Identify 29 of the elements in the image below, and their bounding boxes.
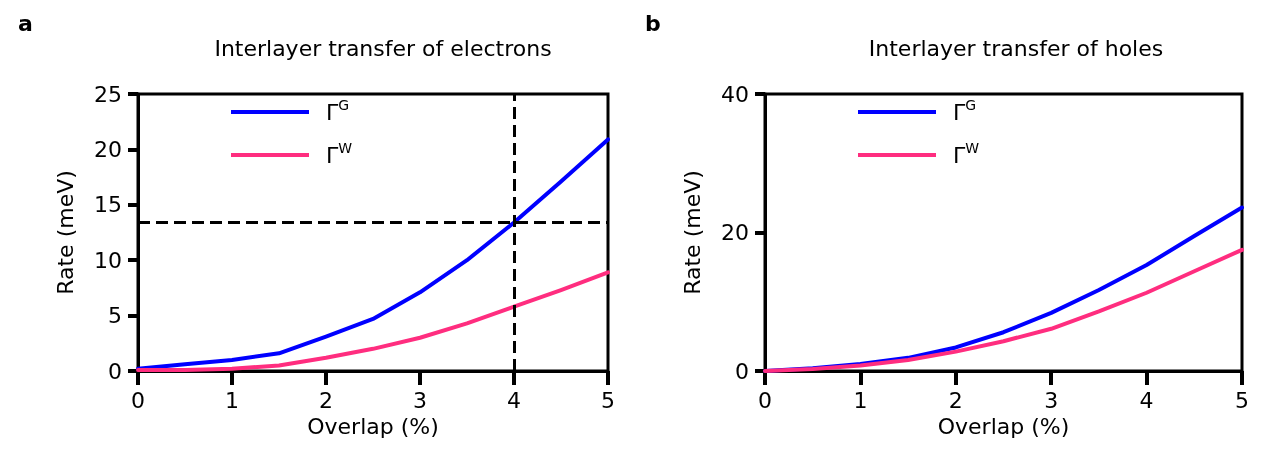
y-tick-label: 25 — [94, 81, 122, 107]
x-tick-label: 3 — [1044, 387, 1059, 413]
x-tick-label: 1 — [853, 387, 868, 413]
y-tick-label: 10 — [94, 247, 122, 273]
x-tick-label: 2 — [948, 387, 963, 413]
x-tick-label: 1 — [225, 387, 239, 413]
y-tick-label: 20 — [94, 136, 122, 162]
chart-title: Interlayer transfer of electrons — [214, 35, 552, 61]
x-tick-label: 4 — [1139, 387, 1154, 413]
y-tick-label: 0 — [735, 358, 749, 384]
x-tick-label: 2 — [319, 387, 333, 413]
x-tick-label: 0 — [758, 387, 772, 413]
y-axis-title: Rate (meV) — [679, 170, 705, 295]
text: a — [18, 10, 33, 36]
y-tick-label: 20 — [721, 220, 749, 245]
y-axis-title: Rate (meV) — [52, 170, 78, 295]
y-tick-label: 5 — [108, 303, 122, 329]
x-tick-label: 3 — [413, 387, 427, 413]
x-axis-title: Overlap (%) — [937, 414, 1070, 440]
x-tick-label: 5 — [1235, 387, 1249, 413]
y-tick-label: 40 — [721, 81, 749, 107]
x-tick-label: 0 — [131, 387, 145, 413]
x-axis-title: Overlap (%) — [307, 414, 439, 440]
chart-title: Interlayer transfer of holes — [868, 35, 1164, 61]
text: b — [645, 10, 661, 36]
y-tick-label: 0 — [108, 358, 122, 384]
y-tick-label: 15 — [94, 192, 122, 218]
x-tick-label: 4 — [507, 387, 521, 413]
x-tick-label: 5 — [601, 387, 615, 413]
